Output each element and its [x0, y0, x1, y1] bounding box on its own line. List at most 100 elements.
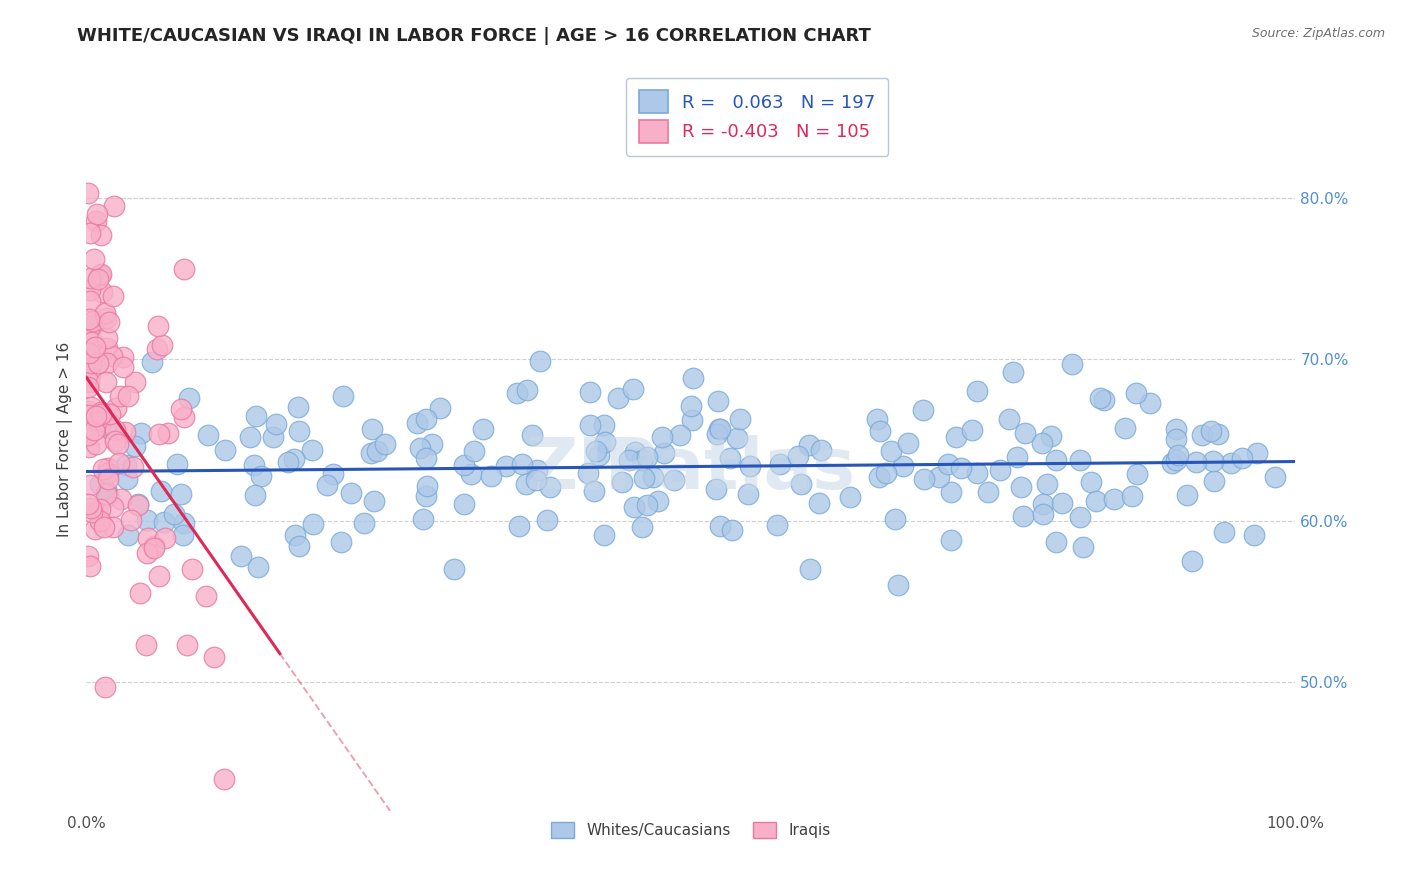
Point — [89, 502, 111, 516]
Point — [420, 436, 443, 450]
Point — [80, 501, 103, 516]
Point — [1213, 524, 1236, 539]
Point — [621, 382, 644, 396]
Point — [76, 352, 98, 367]
Point — [706, 426, 728, 441]
Point — [128, 586, 150, 600]
Point — [928, 469, 950, 483]
Point — [97, 472, 120, 486]
Point — [453, 458, 475, 472]
Point — [508, 519, 530, 533]
Point — [593, 435, 616, 450]
Point — [246, 559, 269, 574]
Point — [332, 389, 354, 403]
Point — [84, 214, 107, 228]
Point — [96, 486, 118, 500]
Point — [110, 492, 132, 507]
Point — [960, 424, 983, 438]
Point — [197, 428, 219, 442]
Point — [592, 417, 614, 432]
Point — [1175, 488, 1198, 502]
Point — [76, 549, 98, 563]
Point — [1001, 365, 1024, 379]
Point — [768, 457, 790, 471]
Point — [77, 311, 100, 326]
Point — [1102, 491, 1125, 506]
Point — [93, 520, 115, 534]
Point — [662, 473, 685, 487]
Point — [721, 523, 744, 537]
Point — [1125, 385, 1147, 400]
Point — [866, 412, 889, 426]
Point — [262, 430, 284, 444]
Point — [124, 439, 146, 453]
Point — [409, 441, 432, 455]
Point — [97, 460, 120, 475]
Point — [129, 425, 152, 440]
Point — [463, 443, 485, 458]
Point — [1011, 508, 1033, 523]
Point — [173, 262, 195, 277]
Point — [1069, 509, 1091, 524]
Legend: Whites/Caucasians, Iraqis: Whites/Caucasians, Iraqis — [546, 816, 837, 845]
Point — [77, 327, 100, 342]
Text: ZIPatlas: ZIPatlas — [526, 435, 856, 504]
Point — [79, 283, 101, 297]
Point — [77, 345, 100, 359]
Point — [471, 422, 494, 436]
Point — [976, 485, 998, 500]
Point — [1036, 476, 1059, 491]
Point — [76, 379, 98, 393]
Point — [114, 425, 136, 439]
Point — [104, 423, 127, 437]
Point — [506, 385, 529, 400]
Point — [651, 430, 673, 444]
Point — [195, 590, 218, 604]
Point — [120, 513, 142, 527]
Text: WHITE/CAUCASIAN VS IRAQI IN LABOR FORCE | AGE > 16 CORRELATION CHART: WHITE/CAUCASIAN VS IRAQI IN LABOR FORCE … — [77, 27, 872, 45]
Point — [287, 401, 309, 415]
Point — [585, 443, 607, 458]
Point — [90, 227, 112, 242]
Point — [96, 331, 118, 345]
Point — [1032, 507, 1054, 521]
Point — [77, 376, 100, 390]
Point — [83, 252, 105, 266]
Point — [108, 389, 131, 403]
Point — [1166, 422, 1188, 436]
Point — [76, 408, 98, 422]
Point — [148, 319, 170, 334]
Point — [374, 436, 396, 450]
Point — [868, 470, 890, 484]
Point — [1084, 494, 1107, 508]
Point — [515, 476, 537, 491]
Point — [243, 458, 266, 473]
Point — [143, 539, 166, 553]
Point — [101, 520, 124, 534]
Point — [1126, 467, 1149, 481]
Point — [83, 423, 105, 437]
Point — [887, 578, 910, 592]
Point — [82, 314, 104, 328]
Point — [1230, 450, 1253, 465]
Point — [807, 496, 830, 510]
Point — [136, 531, 159, 545]
Point — [912, 472, 935, 486]
Point — [737, 486, 759, 500]
Point — [231, 549, 253, 563]
Point — [1050, 496, 1073, 510]
Point — [1219, 456, 1241, 470]
Point — [479, 469, 502, 483]
Point — [101, 500, 124, 514]
Point — [579, 384, 602, 399]
Point — [79, 294, 101, 309]
Point — [245, 488, 267, 502]
Point — [117, 528, 139, 542]
Point — [1204, 475, 1226, 489]
Point — [166, 457, 188, 471]
Point — [1060, 357, 1083, 371]
Point — [1161, 456, 1184, 470]
Point — [87, 414, 110, 428]
Point — [704, 483, 727, 497]
Point — [869, 424, 891, 438]
